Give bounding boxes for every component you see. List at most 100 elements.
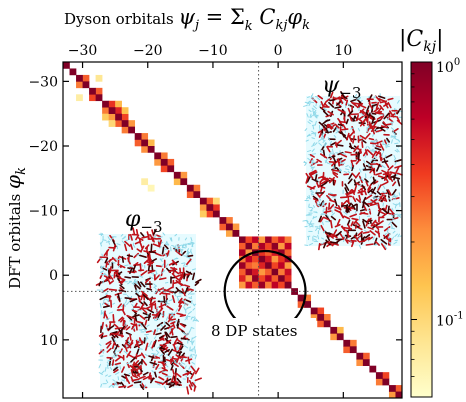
dp-block-cell xyxy=(239,268,246,276)
dp-block-cell xyxy=(258,268,266,276)
heatmap-cell xyxy=(167,158,175,166)
diagonal-cell xyxy=(173,171,181,179)
diagonal-cell xyxy=(349,346,357,354)
dp-block-cell xyxy=(239,275,246,282)
heatmap-cell xyxy=(212,197,220,205)
diagonal-cell xyxy=(82,81,90,89)
heatmap-cell xyxy=(108,120,116,127)
dp-block-cell xyxy=(252,242,259,250)
phi-minus-3-orbital-image xyxy=(95,227,202,395)
diagonal-cell xyxy=(76,74,83,82)
diagonal-cell xyxy=(134,133,142,140)
dp-block-cell xyxy=(265,249,272,257)
diagonal-cell xyxy=(375,372,383,379)
psi-minus-3-orbital-image xyxy=(302,91,403,251)
y-axis-ticks: −30 −20 −10 0 10 xyxy=(28,74,402,349)
dp-block-cell xyxy=(245,268,253,276)
dp-block-cell xyxy=(265,262,272,270)
dp-block-cell xyxy=(258,249,266,257)
dp-block-cell xyxy=(265,281,272,289)
cells-layer xyxy=(63,62,403,399)
dp-block-cell xyxy=(278,249,285,257)
diagonal-cell xyxy=(186,184,194,192)
diagonal-cell xyxy=(304,301,312,308)
dp-block-cell xyxy=(284,262,292,270)
diagonal-cell xyxy=(297,294,305,302)
heatmap-cell xyxy=(134,139,142,147)
svg-text:DFT orbitals φk: DFT orbitals φk xyxy=(1,167,29,289)
dp-block-cell xyxy=(258,242,266,250)
dp-block-cell xyxy=(278,236,285,244)
y-axis-label: DFT orbitals φk xyxy=(1,167,29,289)
diagonal-cell xyxy=(362,359,370,366)
dp-block-cell xyxy=(252,236,259,244)
heatmap-cell xyxy=(388,391,396,399)
heatmap-cell xyxy=(297,301,305,308)
dp-block-cell xyxy=(265,275,272,282)
diagonal-cell xyxy=(225,223,233,231)
dp-block-cell xyxy=(245,249,253,257)
diagonal-cell xyxy=(160,158,168,166)
x-axis-ticks: −30 −20 −10 0 10 xyxy=(68,43,352,398)
heatmap-cell xyxy=(154,158,162,166)
heatmap-cell xyxy=(76,81,83,89)
dp-block-cell xyxy=(245,236,253,244)
dp-block-cell xyxy=(258,275,266,282)
heatmap-cell xyxy=(141,133,149,140)
diagonal-cell xyxy=(115,113,122,121)
heatmap-cell xyxy=(108,100,116,108)
x-tick-label: 10 xyxy=(334,43,352,59)
dp-block-cell xyxy=(271,262,279,270)
dp-block-cell xyxy=(265,242,272,250)
dp-block-cell xyxy=(239,281,246,289)
dp-block-cell xyxy=(271,275,279,282)
dp-block-cell xyxy=(252,268,259,276)
heatmap-cell xyxy=(395,385,403,392)
diagonal-cell xyxy=(388,385,396,392)
diagonal-cell xyxy=(356,352,364,360)
dp-block-cell xyxy=(245,262,253,270)
colorbar-label: |Ckj| xyxy=(399,27,444,55)
heatmap-cell xyxy=(121,126,129,134)
heatmap-cell xyxy=(121,113,129,121)
heatmap-cell xyxy=(382,372,390,379)
colorbar-tick-label: 10-1 xyxy=(436,310,464,329)
heatmap-cell xyxy=(186,191,194,198)
colorbar-tick-label: 100 xyxy=(436,57,460,76)
diagonal-cell xyxy=(89,87,96,95)
chart-title: Dyson orbitals ψj = Σk Ckjφk xyxy=(64,5,310,34)
dp-block-cell xyxy=(271,255,279,263)
diagonal-cell xyxy=(167,165,175,173)
heatmap-cell xyxy=(76,94,83,102)
dp-block-cell xyxy=(258,236,266,244)
x-tick-label: −30 xyxy=(68,43,98,59)
heatmap-cell xyxy=(362,352,370,360)
diagonal-cell xyxy=(330,326,338,334)
dp-block-cell xyxy=(278,275,285,282)
heatmap-cell xyxy=(225,230,233,237)
heatmap-cell xyxy=(82,74,90,82)
dp-block-cell xyxy=(252,262,259,270)
y-tick-label: 10 xyxy=(40,333,58,349)
heatmap-cell xyxy=(212,204,220,211)
dp-block-cell xyxy=(271,242,279,250)
x-tick-label: 0 xyxy=(274,43,283,59)
dp-states-label: 8 DP states xyxy=(211,322,297,340)
dp-block-cell xyxy=(278,268,285,276)
dp-block-cell xyxy=(284,275,292,282)
dp-block-cell xyxy=(252,281,259,289)
diagonal-cell xyxy=(219,217,227,224)
dp-block-cell xyxy=(258,281,266,289)
diagonal-cell xyxy=(382,378,390,386)
dp-block-cell xyxy=(278,242,285,250)
y-tick-label: −10 xyxy=(28,204,58,220)
diagonal-cell xyxy=(154,152,162,160)
dp-block-cell xyxy=(271,281,279,289)
dp-block-cell xyxy=(265,268,272,276)
diagonal-cell xyxy=(206,204,214,211)
dp-states-label-box xyxy=(206,318,316,342)
heatmap-plot: ψ−3 φ−3 8 DP states xyxy=(62,61,403,399)
diagonal-cell xyxy=(108,107,116,114)
heatmap-cell xyxy=(121,107,129,114)
dp-block-cell xyxy=(245,275,253,282)
